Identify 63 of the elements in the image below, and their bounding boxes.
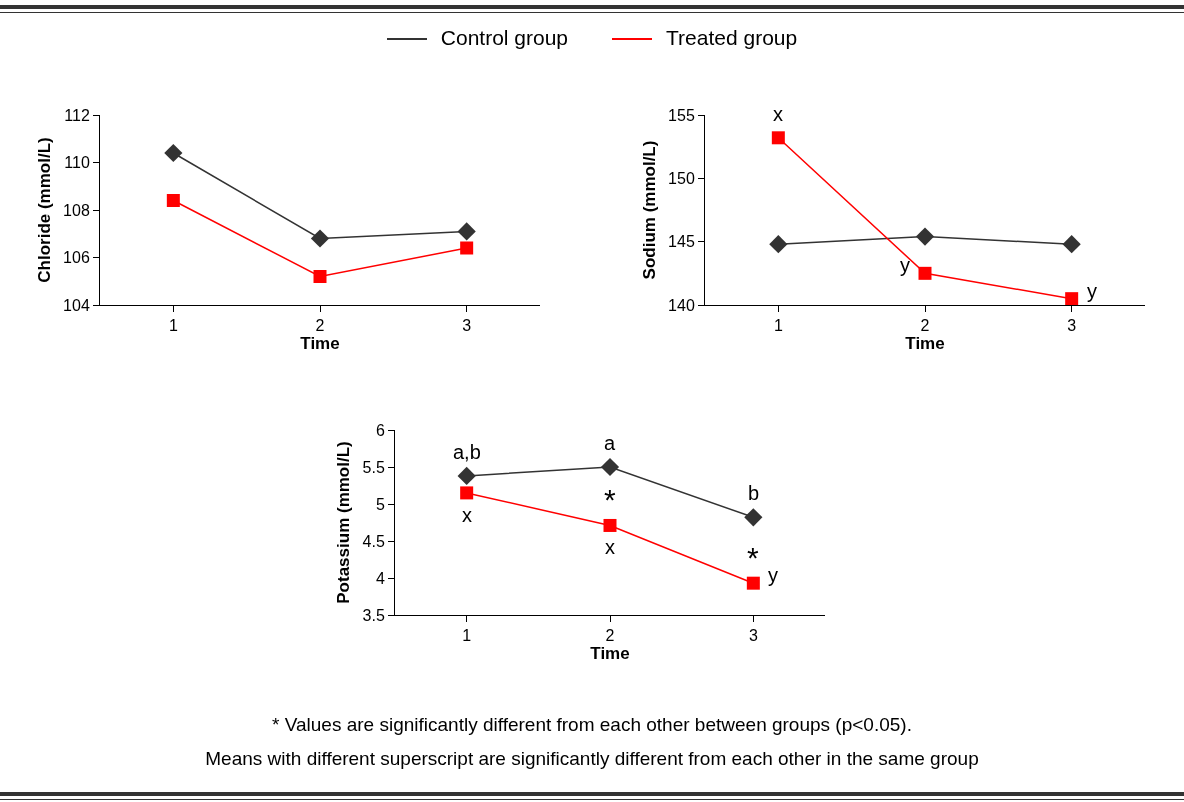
- y-axis-title: Sodium (mmol/L): [639, 140, 659, 280]
- x-axis-title: Time: [590, 644, 630, 664]
- annotation: y: [1087, 280, 1097, 302]
- text: Means with different superscript are significantly different from each other in the same group: [204, 747, 980, 771]
- y-tick-label: 112: [64, 106, 90, 124]
- point: [310, 229, 330, 248]
- x-tick-label: 3: [1067, 317, 1077, 335]
- x-tick-label: 3: [462, 317, 472, 335]
- annotation: *: [604, 483, 616, 516]
- y-tick-label: 108: [63, 201, 90, 219]
- x-tick-label: 2: [920, 317, 930, 335]
- y-axis-title: Chloride (mmol/L): [34, 137, 54, 283]
- x-axis-title: Time: [300, 334, 340, 354]
- annotation: y: [768, 564, 778, 586]
- point: [603, 518, 617, 532]
- y-tick-label: 155: [668, 106, 695, 124]
- point: [746, 576, 760, 590]
- point: [915, 227, 935, 246]
- x-axis-title: Time: [905, 334, 945, 354]
- point: [918, 266, 932, 280]
- x-tick-label: 1: [168, 317, 178, 335]
- y-tick-label: 140: [668, 296, 695, 314]
- annotation: x: [462, 504, 472, 526]
- text: * Values are significantly different from each other between groups (p<0.05).: [271, 713, 913, 737]
- legend-label: Treated group: [666, 26, 798, 49]
- y-tick-label: 145: [668, 233, 695, 251]
- point: [600, 457, 620, 477]
- annotation: a,b: [453, 441, 481, 463]
- annotation: *: [747, 541, 759, 574]
- y-tick-label: 6: [375, 421, 385, 439]
- y-axis-title: Potassium (mmol/L): [334, 441, 354, 604]
- point: [1062, 235, 1081, 254]
- y-tick-label: 106: [63, 249, 90, 267]
- y-tick-label: 4.5: [362, 532, 385, 550]
- point: [457, 466, 476, 485]
- annotation: x: [605, 536, 615, 558]
- point: [164, 143, 183, 163]
- annotation: y: [900, 254, 910, 276]
- x-tick-label: 2: [605, 627, 615, 645]
- point: [460, 486, 474, 500]
- y-tick-label: 3.5: [362, 606, 385, 624]
- point: [1065, 292, 1079, 306]
- point: [769, 235, 788, 254]
- point: [744, 508, 763, 527]
- point: [771, 131, 785, 145]
- point: [460, 241, 474, 255]
- point: [313, 270, 327, 283]
- y-tick-label: 4: [375, 569, 385, 587]
- annotation: x: [773, 103, 783, 125]
- point: [457, 222, 476, 241]
- y-tick-label: 110: [64, 154, 90, 172]
- y-tick-label: 5.5: [362, 458, 385, 476]
- x-tick-label: 1: [773, 317, 783, 335]
- point: [166, 194, 180, 207]
- y-tick-label: 5: [375, 495, 385, 513]
- annotation: b: [748, 482, 760, 504]
- x-tick-label: 1: [462, 627, 472, 645]
- y-tick-label: 150: [668, 169, 695, 187]
- y-tick-label: 104: [63, 296, 90, 314]
- annotation: a: [604, 432, 616, 454]
- x-tick-label: 2: [315, 317, 325, 335]
- legend-label: Control group: [440, 26, 569, 49]
- x-tick-label: 3: [748, 627, 758, 645]
